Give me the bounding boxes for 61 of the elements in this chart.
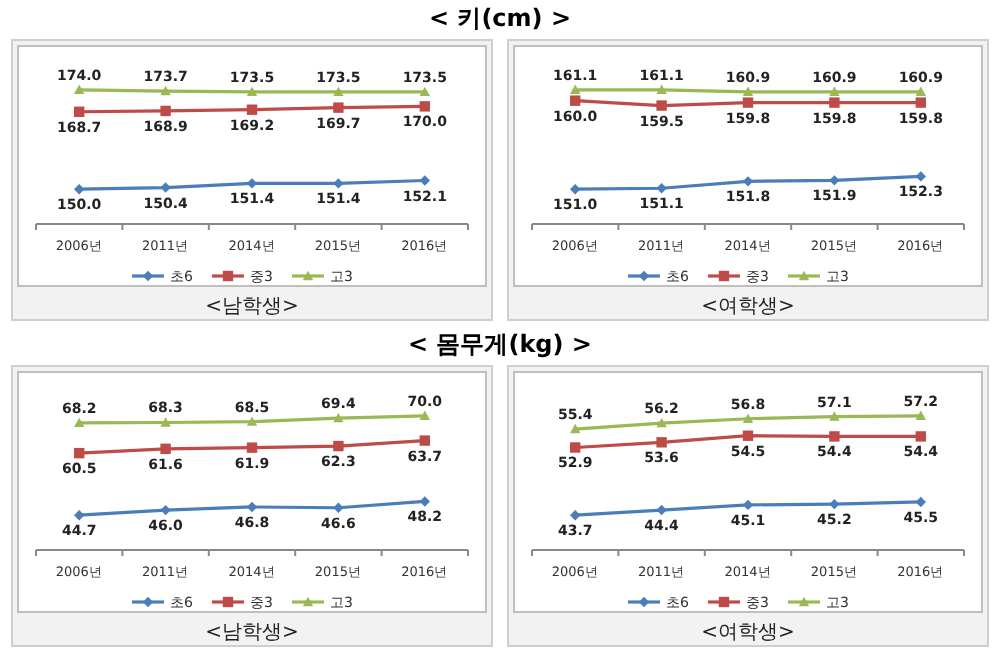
point bbox=[829, 97, 840, 108]
point bbox=[570, 84, 581, 94]
x-axis-title: <남학생> bbox=[205, 622, 299, 644]
point bbox=[333, 440, 344, 452]
point bbox=[915, 86, 926, 96]
point bbox=[419, 101, 430, 112]
point bbox=[656, 437, 667, 448]
point bbox=[74, 84, 85, 94]
point bbox=[570, 95, 581, 106]
x-axis-title: <여학생> bbox=[701, 296, 795, 318]
point bbox=[419, 175, 430, 186]
point bbox=[570, 442, 581, 453]
point bbox=[74, 417, 85, 428]
point bbox=[160, 85, 171, 96]
point bbox=[656, 504, 667, 516]
point bbox=[656, 183, 667, 194]
point bbox=[333, 102, 344, 113]
point bbox=[333, 86, 344, 97]
point bbox=[74, 510, 85, 521]
point bbox=[742, 430, 754, 441]
point bbox=[742, 413, 754, 423]
point bbox=[333, 178, 344, 189]
point bbox=[160, 417, 171, 427]
point bbox=[570, 423, 581, 434]
point bbox=[915, 97, 926, 108]
point bbox=[656, 84, 667, 94]
chart-title: < 키(cm) > bbox=[428, 4, 572, 32]
point bbox=[829, 498, 840, 510]
point bbox=[656, 417, 667, 428]
point bbox=[246, 416, 258, 426]
chart-title: < 몸무게(kg) > bbox=[407, 330, 593, 358]
point bbox=[246, 86, 258, 97]
point bbox=[419, 410, 430, 420]
point bbox=[570, 510, 581, 521]
point bbox=[160, 182, 171, 193]
x-axis-title: <남학생> bbox=[205, 296, 299, 318]
point bbox=[160, 504, 171, 516]
point bbox=[246, 442, 258, 453]
point bbox=[333, 412, 344, 423]
point bbox=[419, 496, 430, 507]
point bbox=[915, 410, 926, 420]
point bbox=[829, 175, 840, 186]
point bbox=[829, 411, 840, 421]
point bbox=[829, 86, 840, 96]
point bbox=[160, 105, 171, 117]
point bbox=[742, 86, 754, 96]
x-axis-title: <여학생> bbox=[701, 622, 795, 644]
point bbox=[419, 86, 430, 97]
point bbox=[246, 104, 258, 115]
point bbox=[160, 443, 171, 455]
point bbox=[74, 447, 85, 459]
point bbox=[419, 435, 430, 446]
point bbox=[829, 431, 840, 442]
point bbox=[570, 184, 581, 195]
point bbox=[74, 106, 85, 117]
point bbox=[915, 496, 926, 508]
point bbox=[656, 100, 667, 111]
point bbox=[742, 97, 754, 108]
point bbox=[915, 431, 926, 442]
point bbox=[333, 502, 344, 513]
point bbox=[74, 184, 85, 195]
